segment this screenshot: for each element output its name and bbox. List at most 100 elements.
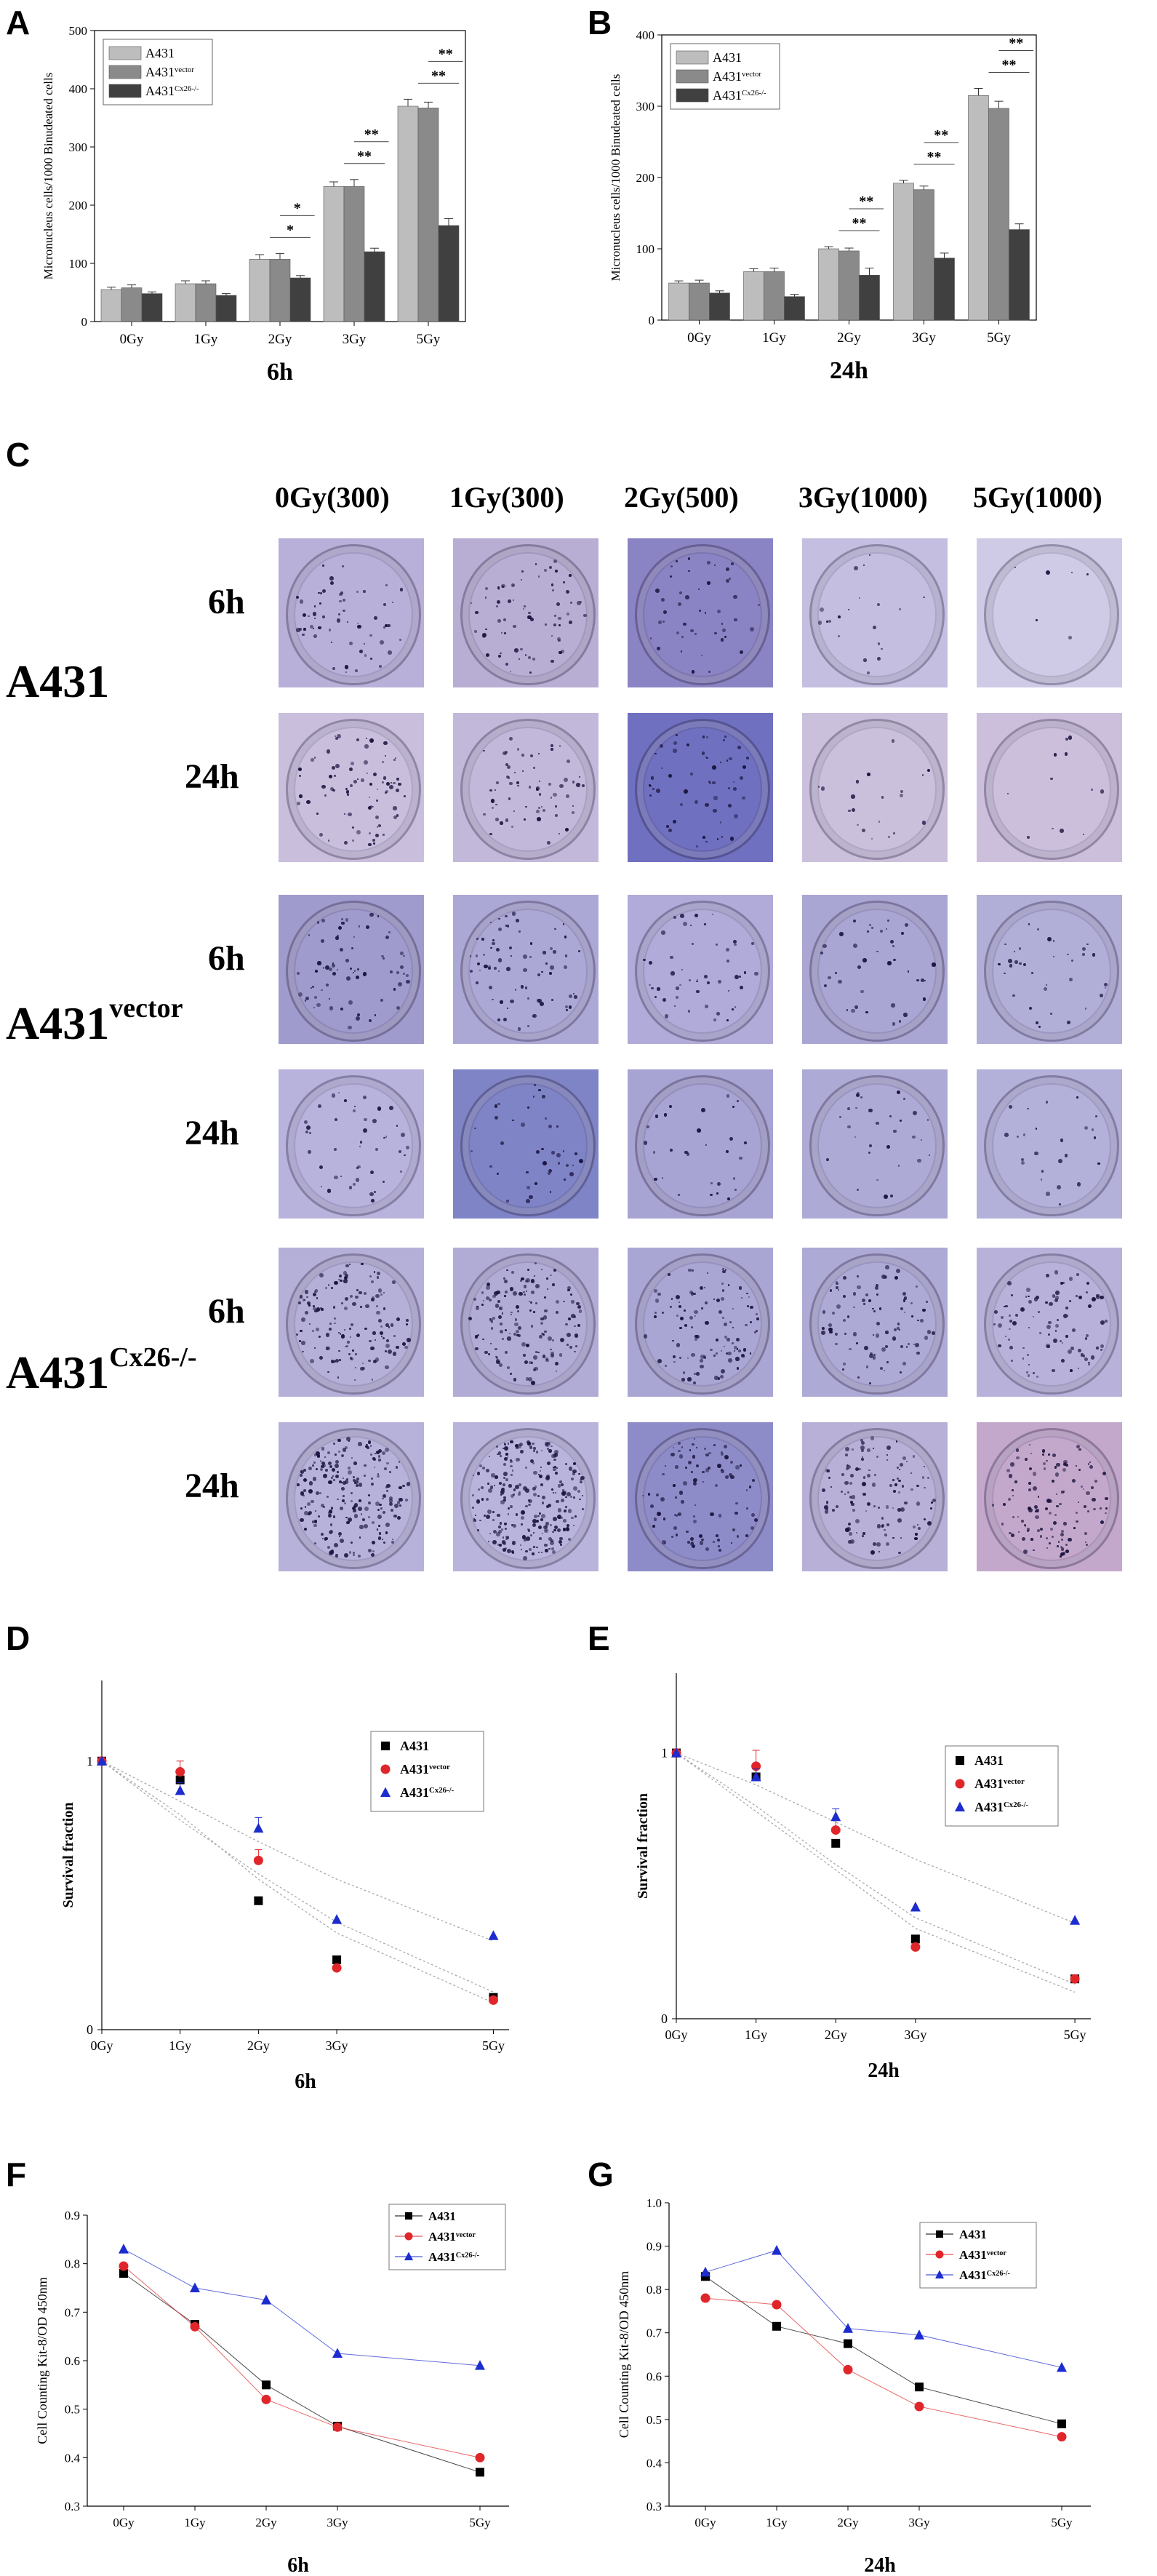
x-tick-label: 1Gy xyxy=(194,332,218,347)
data-point xyxy=(332,1914,343,1924)
colony-dish-image xyxy=(802,713,948,862)
x-tick-label: 1Gy xyxy=(745,2027,767,2042)
data-point xyxy=(700,2293,710,2303)
data-point xyxy=(253,1822,264,1833)
bar xyxy=(289,277,311,322)
x-tick-label: 2Gy xyxy=(837,330,861,346)
colony-dish-image xyxy=(453,1248,598,1397)
y-tick-label: 100 xyxy=(69,257,88,271)
bar xyxy=(913,189,934,321)
bar xyxy=(668,282,689,321)
y-axis-label: Micronucleus cells/1000 Binudeated cells xyxy=(41,73,55,280)
colony-dish-image xyxy=(453,538,598,687)
colony-dish-image xyxy=(977,895,1122,1044)
bar xyxy=(438,225,460,322)
column-label: 5Gy(1000) xyxy=(973,481,1102,514)
significance-label: * xyxy=(287,222,294,238)
x-tick-label: 3Gy xyxy=(327,2516,348,2529)
colony-dish-image xyxy=(279,1069,424,1219)
data-point xyxy=(253,1855,263,1865)
column-label: 3Gy(1000) xyxy=(798,481,928,514)
panel-letter-g: G xyxy=(588,2156,614,2193)
y-tick-label: 0 xyxy=(87,2022,93,2037)
bar xyxy=(968,95,989,321)
x-tick-label: 3Gy xyxy=(912,330,936,346)
x-tick-label: 5Gy xyxy=(469,2516,491,2529)
bar xyxy=(784,296,805,321)
bar xyxy=(269,259,291,322)
chart-panel-b: 0 100 200 300 400 0Gy 1Gy 2Gy 3Gy 5Gy ** ** ** ** ** **… xyxy=(609,28,1037,384)
column-label: 0Gy(300) xyxy=(275,481,390,514)
y-axis-label: Survival fraction xyxy=(635,1793,651,1899)
colony-dish-image xyxy=(802,1248,948,1397)
data-point xyxy=(475,2360,485,2370)
colony-dish-image xyxy=(279,895,424,1044)
bar xyxy=(249,259,271,322)
y-tick-label: 0.7 xyxy=(65,2305,81,2319)
legend-marker xyxy=(404,2252,413,2260)
y-tick-label: 0 xyxy=(661,2011,668,2026)
chart-panel-f: 0.3 0.4 0.5 0.6 0.7 0.8 0.9 0Gy 1Gy 2Gy 3Gy 5Gy A431… xyxy=(35,2204,509,2576)
legend-swatch xyxy=(108,46,142,60)
colony-dish-image xyxy=(628,538,773,687)
data-point xyxy=(190,2282,200,2292)
y-tick-label: 1 xyxy=(87,1754,93,1768)
legend-marker xyxy=(936,2230,943,2238)
data-point xyxy=(830,1811,841,1822)
x-tick-label: 2Gy xyxy=(247,2038,270,2053)
fit-curve xyxy=(101,1760,494,1993)
y-tick-label: 100 xyxy=(636,242,655,256)
fit-curve xyxy=(676,1752,1076,1985)
colony-dish-image xyxy=(802,895,948,1044)
y-tick-label: 0.9 xyxy=(646,2240,662,2254)
x-tick-label: 1Gy xyxy=(766,2516,788,2529)
bar xyxy=(121,287,143,322)
legend-label: A431vector xyxy=(145,65,194,79)
cell-line-label: A431vector xyxy=(6,993,183,1049)
legend-marker xyxy=(380,1787,391,1797)
legend-marker xyxy=(381,1742,390,1750)
x-axis-label: 24h xyxy=(868,2059,900,2082)
x-tick-label: 5Gy xyxy=(482,2038,505,2053)
legend-label: A431Cx26-/- xyxy=(713,88,766,103)
legend-label: A431 xyxy=(400,1739,429,1753)
significance-label: ** xyxy=(934,127,948,143)
significance-label: ** xyxy=(357,148,372,164)
data-point xyxy=(332,1963,342,1973)
data-point xyxy=(831,1838,841,1848)
bar xyxy=(195,283,217,322)
data-point xyxy=(1070,1974,1080,1984)
y-tick-label: 1 xyxy=(661,1746,668,1760)
y-tick-label: 0.4 xyxy=(646,2456,662,2470)
data-point xyxy=(488,1930,499,1940)
y-axis-label: Survival fraction xyxy=(60,1803,76,1908)
time-label: 6h xyxy=(208,583,245,621)
data-point xyxy=(1057,2432,1067,2442)
data-point xyxy=(671,1747,681,1758)
legend-marker xyxy=(935,2270,944,2278)
bar xyxy=(859,274,880,321)
legend-marker xyxy=(380,1764,391,1774)
colony-dish-image xyxy=(453,895,598,1044)
x-tick-label: 5Gy xyxy=(987,330,1011,346)
fit-curve xyxy=(101,1760,494,2003)
data-point xyxy=(475,2452,485,2463)
series-line xyxy=(705,2276,1062,2425)
time-label: 24h xyxy=(185,1114,239,1152)
y-tick-label: 0 xyxy=(649,314,655,327)
y-tick-label: 0.7 xyxy=(646,2326,662,2340)
significance-label: ** xyxy=(364,127,379,143)
y-axis-label: Cell Counting Kit-8/OD 450nm xyxy=(35,2277,49,2444)
y-tick-label: 200 xyxy=(636,171,655,185)
colony-dish-image xyxy=(802,1069,948,1219)
colony-dish-image xyxy=(977,1422,1122,1571)
panel-letter-d: D xyxy=(6,1619,31,1657)
time-label: 24h xyxy=(185,757,239,796)
colony-dish-image xyxy=(977,713,1122,862)
legend-swatch xyxy=(676,88,709,103)
y-axis-label: Cell Counting Kit-8/OD 450nm xyxy=(617,2271,631,2439)
legend-swatch xyxy=(676,69,709,84)
data-point xyxy=(910,1934,920,1944)
time-label: 6h xyxy=(208,939,245,978)
y-axis-label: Micronucleus cells/1000 Binudeated cells xyxy=(609,74,622,282)
